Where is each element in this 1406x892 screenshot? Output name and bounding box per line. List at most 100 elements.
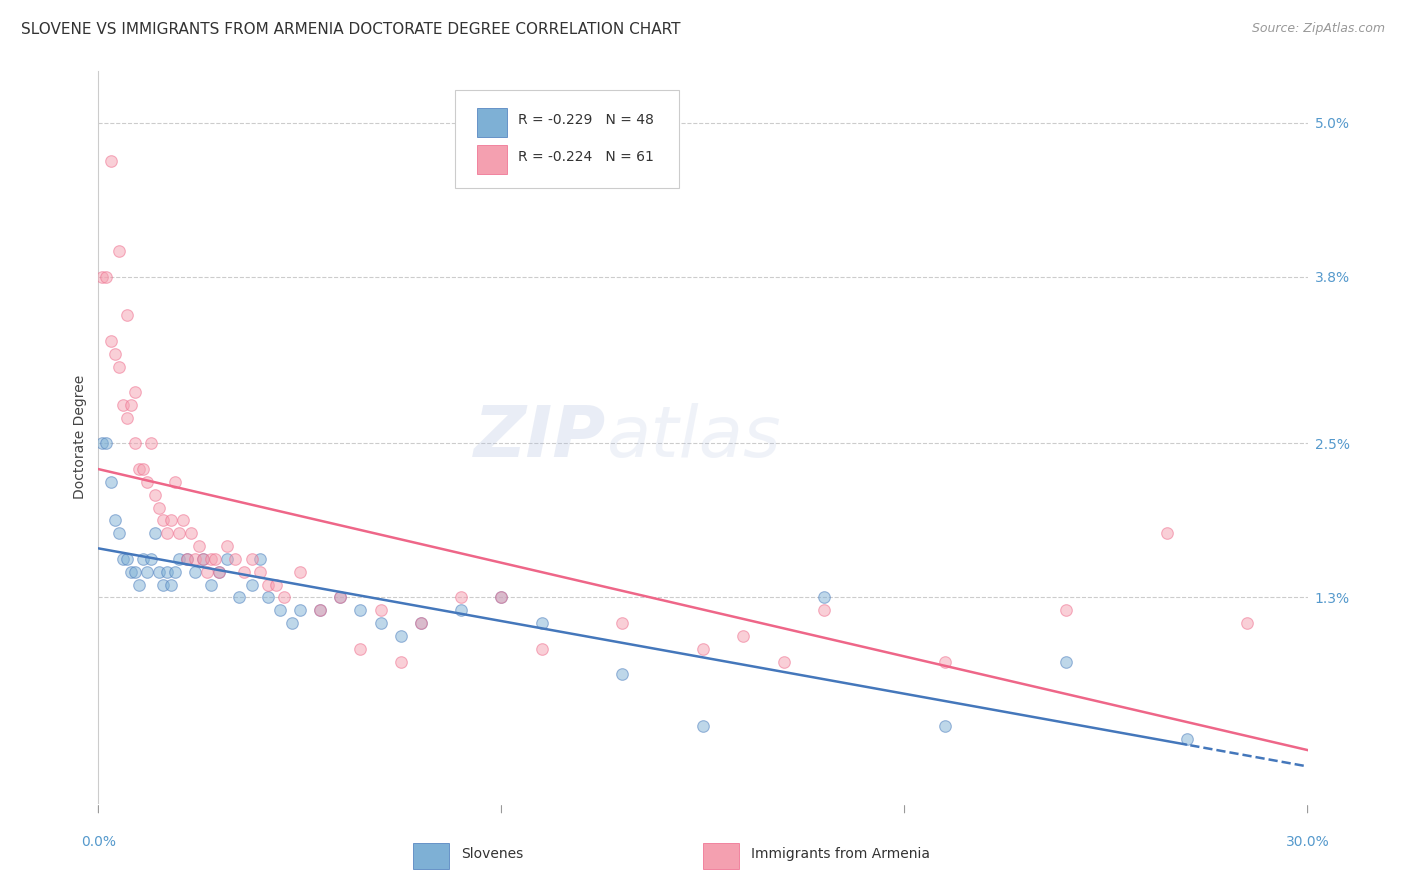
Point: [450, 591, 472, 605]
Point: [156, 526, 179, 541]
Point: [204, 552, 226, 566]
Point: [96, 436, 118, 450]
Point: [156, 565, 179, 579]
Point: [184, 552, 207, 566]
Point: [200, 577, 222, 591]
Point: [692, 641, 714, 656]
Point: [124, 565, 146, 579]
Point: [288, 603, 311, 617]
Point: [772, 655, 794, 669]
Point: [491, 591, 513, 605]
Point: [163, 475, 186, 489]
Point: [195, 565, 218, 579]
Point: [228, 591, 250, 605]
Point: [188, 539, 211, 553]
Point: [612, 667, 634, 681]
Point: [217, 552, 239, 566]
Point: [103, 346, 125, 360]
Point: [491, 591, 513, 605]
Point: [256, 577, 278, 591]
Y-axis label: Doctorate Degree: Doctorate Degree: [73, 375, 87, 500]
Point: [120, 565, 142, 579]
Point: [111, 398, 134, 412]
Point: [176, 552, 198, 566]
Point: [135, 565, 157, 579]
Point: [288, 565, 311, 579]
Point: [733, 629, 755, 643]
Point: [389, 629, 412, 643]
Point: [1175, 731, 1198, 746]
Point: [813, 591, 835, 605]
Point: [217, 539, 239, 553]
Point: [256, 591, 278, 605]
Point: [329, 591, 352, 605]
Point: [349, 641, 371, 656]
Point: [120, 398, 142, 412]
Point: [193, 552, 215, 566]
FancyBboxPatch shape: [456, 90, 679, 188]
Point: [107, 526, 129, 541]
Point: [148, 500, 170, 515]
Point: [139, 436, 162, 450]
Point: [530, 641, 553, 656]
Point: [273, 591, 295, 605]
Point: [172, 514, 194, 528]
Text: 0.0%: 0.0%: [82, 835, 115, 849]
Point: [143, 526, 166, 541]
Point: [107, 359, 129, 374]
Text: R = -0.224   N = 61: R = -0.224 N = 61: [517, 150, 654, 164]
Point: [349, 603, 371, 617]
Point: [934, 719, 956, 733]
Point: [612, 616, 634, 631]
Point: [160, 514, 183, 528]
Point: [409, 616, 432, 631]
Point: [1156, 526, 1178, 541]
Point: [232, 565, 254, 579]
Point: [115, 308, 138, 322]
Point: [240, 552, 263, 566]
Text: SLOVENE VS IMMIGRANTS FROM ARMENIA DOCTORATE DEGREE CORRELATION CHART: SLOVENE VS IMMIGRANTS FROM ARMENIA DOCTO…: [21, 22, 681, 37]
Point: [152, 514, 174, 528]
Point: [309, 603, 332, 617]
Point: [184, 565, 207, 579]
Bar: [477, 108, 508, 137]
Point: [176, 552, 198, 566]
Point: [100, 154, 122, 169]
Bar: [477, 145, 508, 174]
Point: [124, 436, 146, 450]
Point: [934, 655, 956, 669]
Point: [249, 565, 271, 579]
Point: [240, 577, 263, 591]
Point: [124, 385, 146, 400]
Point: [107, 244, 129, 258]
Point: [91, 436, 114, 450]
Point: [152, 577, 174, 591]
Point: [111, 552, 134, 566]
Point: [1236, 616, 1258, 631]
Point: [1054, 603, 1077, 617]
Text: R = -0.229   N = 48: R = -0.229 N = 48: [517, 113, 654, 128]
Bar: [413, 843, 449, 869]
Point: [224, 552, 246, 566]
Point: [128, 462, 150, 476]
Point: [91, 269, 114, 284]
Point: [115, 552, 138, 566]
Point: [264, 577, 287, 591]
Point: [132, 552, 155, 566]
Text: ZIP: ZIP: [474, 402, 606, 472]
Text: Source: ZipAtlas.com: Source: ZipAtlas.com: [1251, 22, 1385, 36]
Point: [389, 655, 412, 669]
Point: [100, 475, 122, 489]
Point: [180, 526, 202, 541]
Point: [1054, 655, 1077, 669]
Point: [200, 552, 222, 566]
Point: [103, 514, 125, 528]
Point: [148, 565, 170, 579]
Point: [115, 410, 138, 425]
Point: [208, 565, 231, 579]
Point: [100, 334, 122, 348]
Point: [96, 269, 118, 284]
Point: [193, 552, 215, 566]
Bar: [703, 843, 740, 869]
Point: [813, 603, 835, 617]
